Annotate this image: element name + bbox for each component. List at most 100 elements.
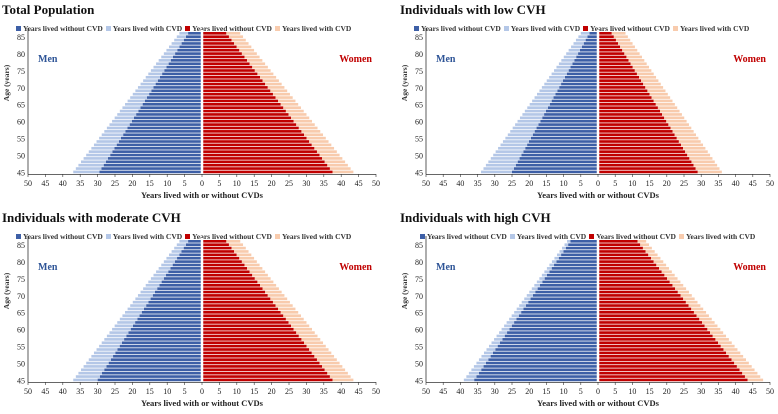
bar-men-with-cvd <box>104 338 125 341</box>
bars <box>463 240 764 382</box>
bar-women-with-cvd <box>674 133 696 137</box>
bar-men-without-cvd <box>183 38 202 42</box>
bar-women-with-cvd <box>267 294 285 297</box>
bar-women-without-cvd <box>598 321 702 324</box>
y-tick-label: 60 <box>415 118 423 127</box>
y-tick-label: 75 <box>415 275 423 284</box>
bar-men-with-cvd <box>125 103 143 106</box>
bar-men-without-cvd <box>540 119 598 123</box>
bar-women-without-cvd <box>202 243 229 247</box>
bar-women-with-cvd <box>667 277 678 280</box>
x-tick-label: 5 <box>183 179 187 188</box>
bar-women-with-cvd <box>634 69 652 72</box>
bar-women-with-cvd <box>691 307 704 311</box>
bar-women-with-cvd <box>701 321 715 324</box>
bar-men-with-cvd <box>546 267 552 270</box>
bar-men-without-cvd <box>559 86 598 89</box>
legend-item: Years lived with CVD <box>509 232 586 241</box>
bar-women-with-cvd <box>260 75 277 79</box>
legend-item: Years lived with CVD <box>503 24 580 33</box>
bar-men-without-cvd <box>124 338 202 341</box>
bar-men-with-cvd <box>106 334 127 338</box>
bar-women-with-cvd <box>327 371 348 375</box>
legend-item: Years lived with CVD <box>678 232 755 241</box>
bar-men-without-cvd <box>131 119 202 123</box>
bar-women-without-cvd <box>598 133 675 137</box>
bar-women-with-cvd <box>280 311 299 314</box>
bar-women-without-cvd <box>202 69 255 72</box>
bar-men-with-cvd <box>130 96 147 99</box>
bar-men-with-cvd <box>174 38 184 42</box>
women-label: Women <box>339 262 372 273</box>
y-axis-label: Age (years) <box>2 64 11 101</box>
bar-women-without-cvd <box>598 163 694 167</box>
bar-men-with-cvd <box>99 344 120 348</box>
bar-women-without-cvd <box>202 96 276 99</box>
bar-women-without-cvd <box>202 253 237 257</box>
x-tick-label: 50 <box>422 179 430 188</box>
x-tick-label: 30 <box>94 387 102 396</box>
bar-men-without-cvd <box>495 348 598 351</box>
bar-women-without-cvd <box>598 304 689 307</box>
bar-women-with-cvd <box>309 348 329 351</box>
bar-men-with-cvd <box>521 300 529 304</box>
bar-men-with-cvd <box>148 280 162 284</box>
bar-women-without-cvd <box>202 143 312 147</box>
bar-women-without-cvd <box>598 79 642 82</box>
bar-men-with-cvd <box>524 109 546 113</box>
bar-women-without-cvd <box>202 106 284 110</box>
bar-women-with-cvd <box>723 348 738 351</box>
bar-men-without-cvd <box>538 123 598 126</box>
bar-men-with-cvd <box>571 45 582 49</box>
bar-men-with-cvd <box>478 358 489 361</box>
bar-women-with-cvd <box>316 358 337 361</box>
bar-men-with-cvd <box>166 48 178 52</box>
bar-men-with-cvd <box>125 311 142 314</box>
bar-women-with-cvd <box>304 341 324 345</box>
bar-men-without-cvd <box>126 334 202 338</box>
bar-women-with-cvd <box>642 246 652 250</box>
bar-women-without-cvd <box>598 86 646 89</box>
x-tick-label: 0 <box>200 387 204 396</box>
bar-women-with-cvd <box>231 38 246 42</box>
bar-men-without-cvd <box>507 331 598 334</box>
bar-men-without-cvd <box>185 35 202 39</box>
bar-women-with-cvd <box>657 106 678 110</box>
legend-item: Years lived with CVD <box>105 232 182 241</box>
bar-men-without-cvd <box>159 283 202 287</box>
bar-women-with-cvd <box>620 45 635 49</box>
bar-men-with-cvd <box>117 113 137 116</box>
bar-men-without-cvd <box>544 277 598 280</box>
bar-men-with-cvd <box>91 146 115 150</box>
bar-women-with-cvd <box>715 338 729 341</box>
bar-women-without-cvd <box>202 311 281 314</box>
y-tick-label: 70 <box>415 292 423 301</box>
x-tick-label: 50 <box>372 387 380 396</box>
bar-men-without-cvd <box>539 283 598 287</box>
bar-women-without-cvd <box>598 277 668 280</box>
bar-women-with-cvd <box>283 314 301 318</box>
bar-women-without-cvd <box>598 55 627 59</box>
bar-men-with-cvd <box>504 324 512 328</box>
bar-men-without-cvd <box>572 62 598 66</box>
bar-women-with-cvd <box>696 314 709 318</box>
bar-women-without-cvd <box>202 358 317 361</box>
x-tick-label: 35 <box>76 387 84 396</box>
bar-women-without-cvd <box>598 256 651 260</box>
bar-men-with-cvd <box>502 140 529 143</box>
y-tick-label: 75 <box>17 67 25 76</box>
bar-men-without-cvd <box>119 344 202 348</box>
bar-women-with-cvd <box>275 96 293 99</box>
x-axis-label: Years lived with or without CVDs <box>141 398 264 408</box>
bar-women-with-cvd <box>311 143 332 147</box>
bar-women-with-cvd <box>285 317 304 321</box>
bar-women-without-cvd <box>598 92 650 96</box>
y-tick-label: 65 <box>17 101 25 110</box>
bars <box>73 32 354 174</box>
x-tick-label: 45 <box>355 179 363 188</box>
bar-men-without-cvd <box>153 86 202 89</box>
y-tick-label: 65 <box>415 101 423 110</box>
bar-women-with-cvd <box>231 246 246 250</box>
x-tick-label: 15 <box>542 179 550 188</box>
bar-men-without-cvd <box>152 294 202 297</box>
